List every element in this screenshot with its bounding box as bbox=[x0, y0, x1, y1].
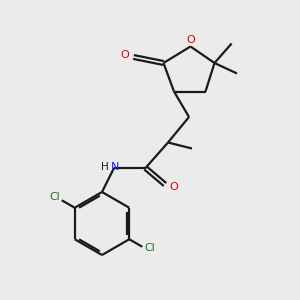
Text: O: O bbox=[121, 50, 130, 61]
Text: Cl: Cl bbox=[145, 243, 155, 253]
Text: O: O bbox=[169, 182, 178, 192]
Text: Cl: Cl bbox=[49, 192, 59, 202]
Text: O: O bbox=[187, 35, 196, 45]
Text: H: H bbox=[100, 161, 108, 172]
Text: N: N bbox=[110, 161, 119, 172]
